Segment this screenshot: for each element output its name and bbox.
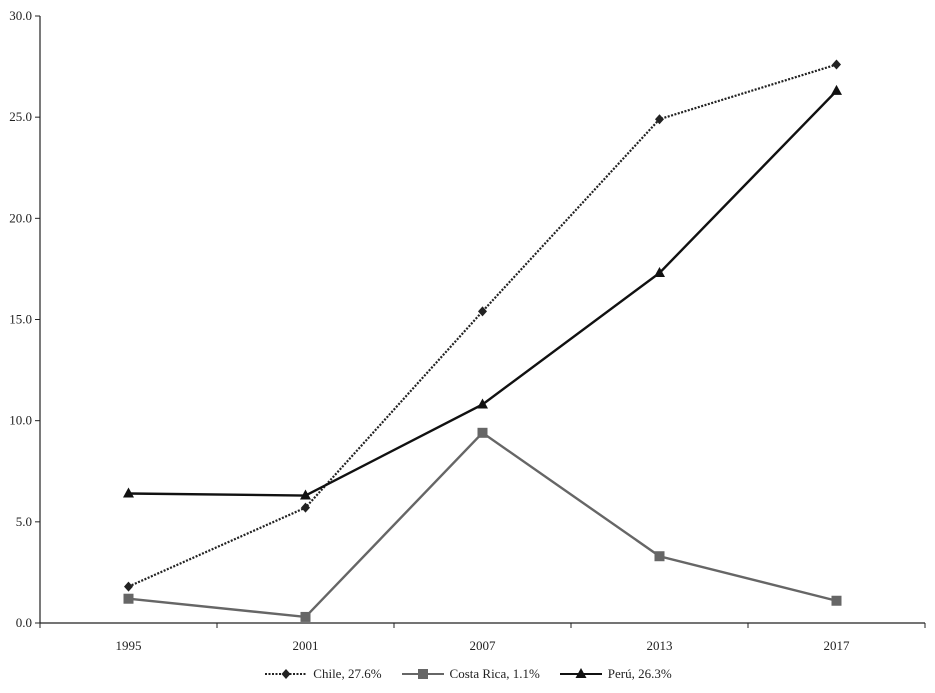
legend-marker	[281, 669, 291, 679]
y-tick-label: 20.0	[9, 210, 32, 225]
data-point-per	[300, 489, 311, 500]
legend-swatch-chile	[265, 669, 308, 679]
series-line-chile	[128, 63, 837, 588]
legend-marker	[575, 668, 587, 678]
legend-item-chile: Chile, 27.6%	[263, 666, 382, 682]
data-point-per	[831, 84, 842, 95]
data-point-per	[477, 398, 488, 409]
axes	[39, 16, 925, 624]
data-point-chile	[832, 59, 841, 70]
series-line-costa-rica	[128, 431, 837, 619]
legend-label: Chile, 27.6%	[313, 666, 382, 681]
x-tick-label: 2013	[647, 638, 673, 653]
series-costa-rica	[123, 427, 842, 622]
data-point-costa-rica	[477, 427, 488, 438]
legend: Chile, 27.6% Costa Rica, 1.1% Perú, 26.3%	[0, 666, 935, 682]
y-tick-label: 10.0	[9, 413, 32, 428]
series-per	[123, 84, 842, 500]
data-point-costa-rica	[300, 611, 311, 622]
x-axis-ticks: 1995 2001 2007 2013 2017	[39, 623, 926, 653]
x-tick-label: 2017	[824, 638, 851, 653]
data-point-chile	[478, 306, 487, 317]
y-tick-label: 0.0	[16, 615, 32, 630]
data-point-costa-rica	[123, 593, 134, 604]
data-point-costa-rica	[654, 551, 665, 562]
data-point-chile	[301, 502, 310, 513]
legend-item-costa-rica: Costa Rica, 1.1%	[400, 666, 540, 682]
y-tick-label: 30.0	[9, 8, 32, 23]
legend-swatch-costa-rica	[401, 669, 444, 679]
data-point-chile	[124, 581, 133, 592]
line-chart: 0.0 5.0 10.0 15.0 20.0 25.0 30.0 1995 2001 2007 2…	[9, 8, 926, 653]
data-point-chile	[655, 114, 664, 125]
y-tick-label: 5.0	[16, 514, 32, 529]
legend-swatch-per	[559, 668, 602, 678]
data-point-costa-rica	[831, 595, 842, 606]
x-tick-label: 2001	[293, 638, 319, 653]
y-tick-label: 15.0	[9, 312, 32, 327]
x-tick-label: 1995	[116, 638, 142, 653]
series-chile	[124, 59, 841, 592]
legend-label: Perú, 26.3%	[607, 666, 672, 681]
legend-label: Costa Rica, 1.1%	[449, 666, 540, 681]
data-point-per	[123, 487, 134, 498]
x-tick-label: 2007	[470, 638, 497, 653]
series-group	[123, 59, 842, 622]
y-tick-label: 25.0	[9, 109, 32, 124]
legend-item-per: Perú, 26.3%	[558, 666, 672, 682]
data-point-per	[654, 266, 665, 277]
legend-marker	[417, 669, 428, 679]
y-axis-ticks: 0.0 5.0 10.0 15.0 20.0 25.0 30.0	[9, 8, 40, 630]
